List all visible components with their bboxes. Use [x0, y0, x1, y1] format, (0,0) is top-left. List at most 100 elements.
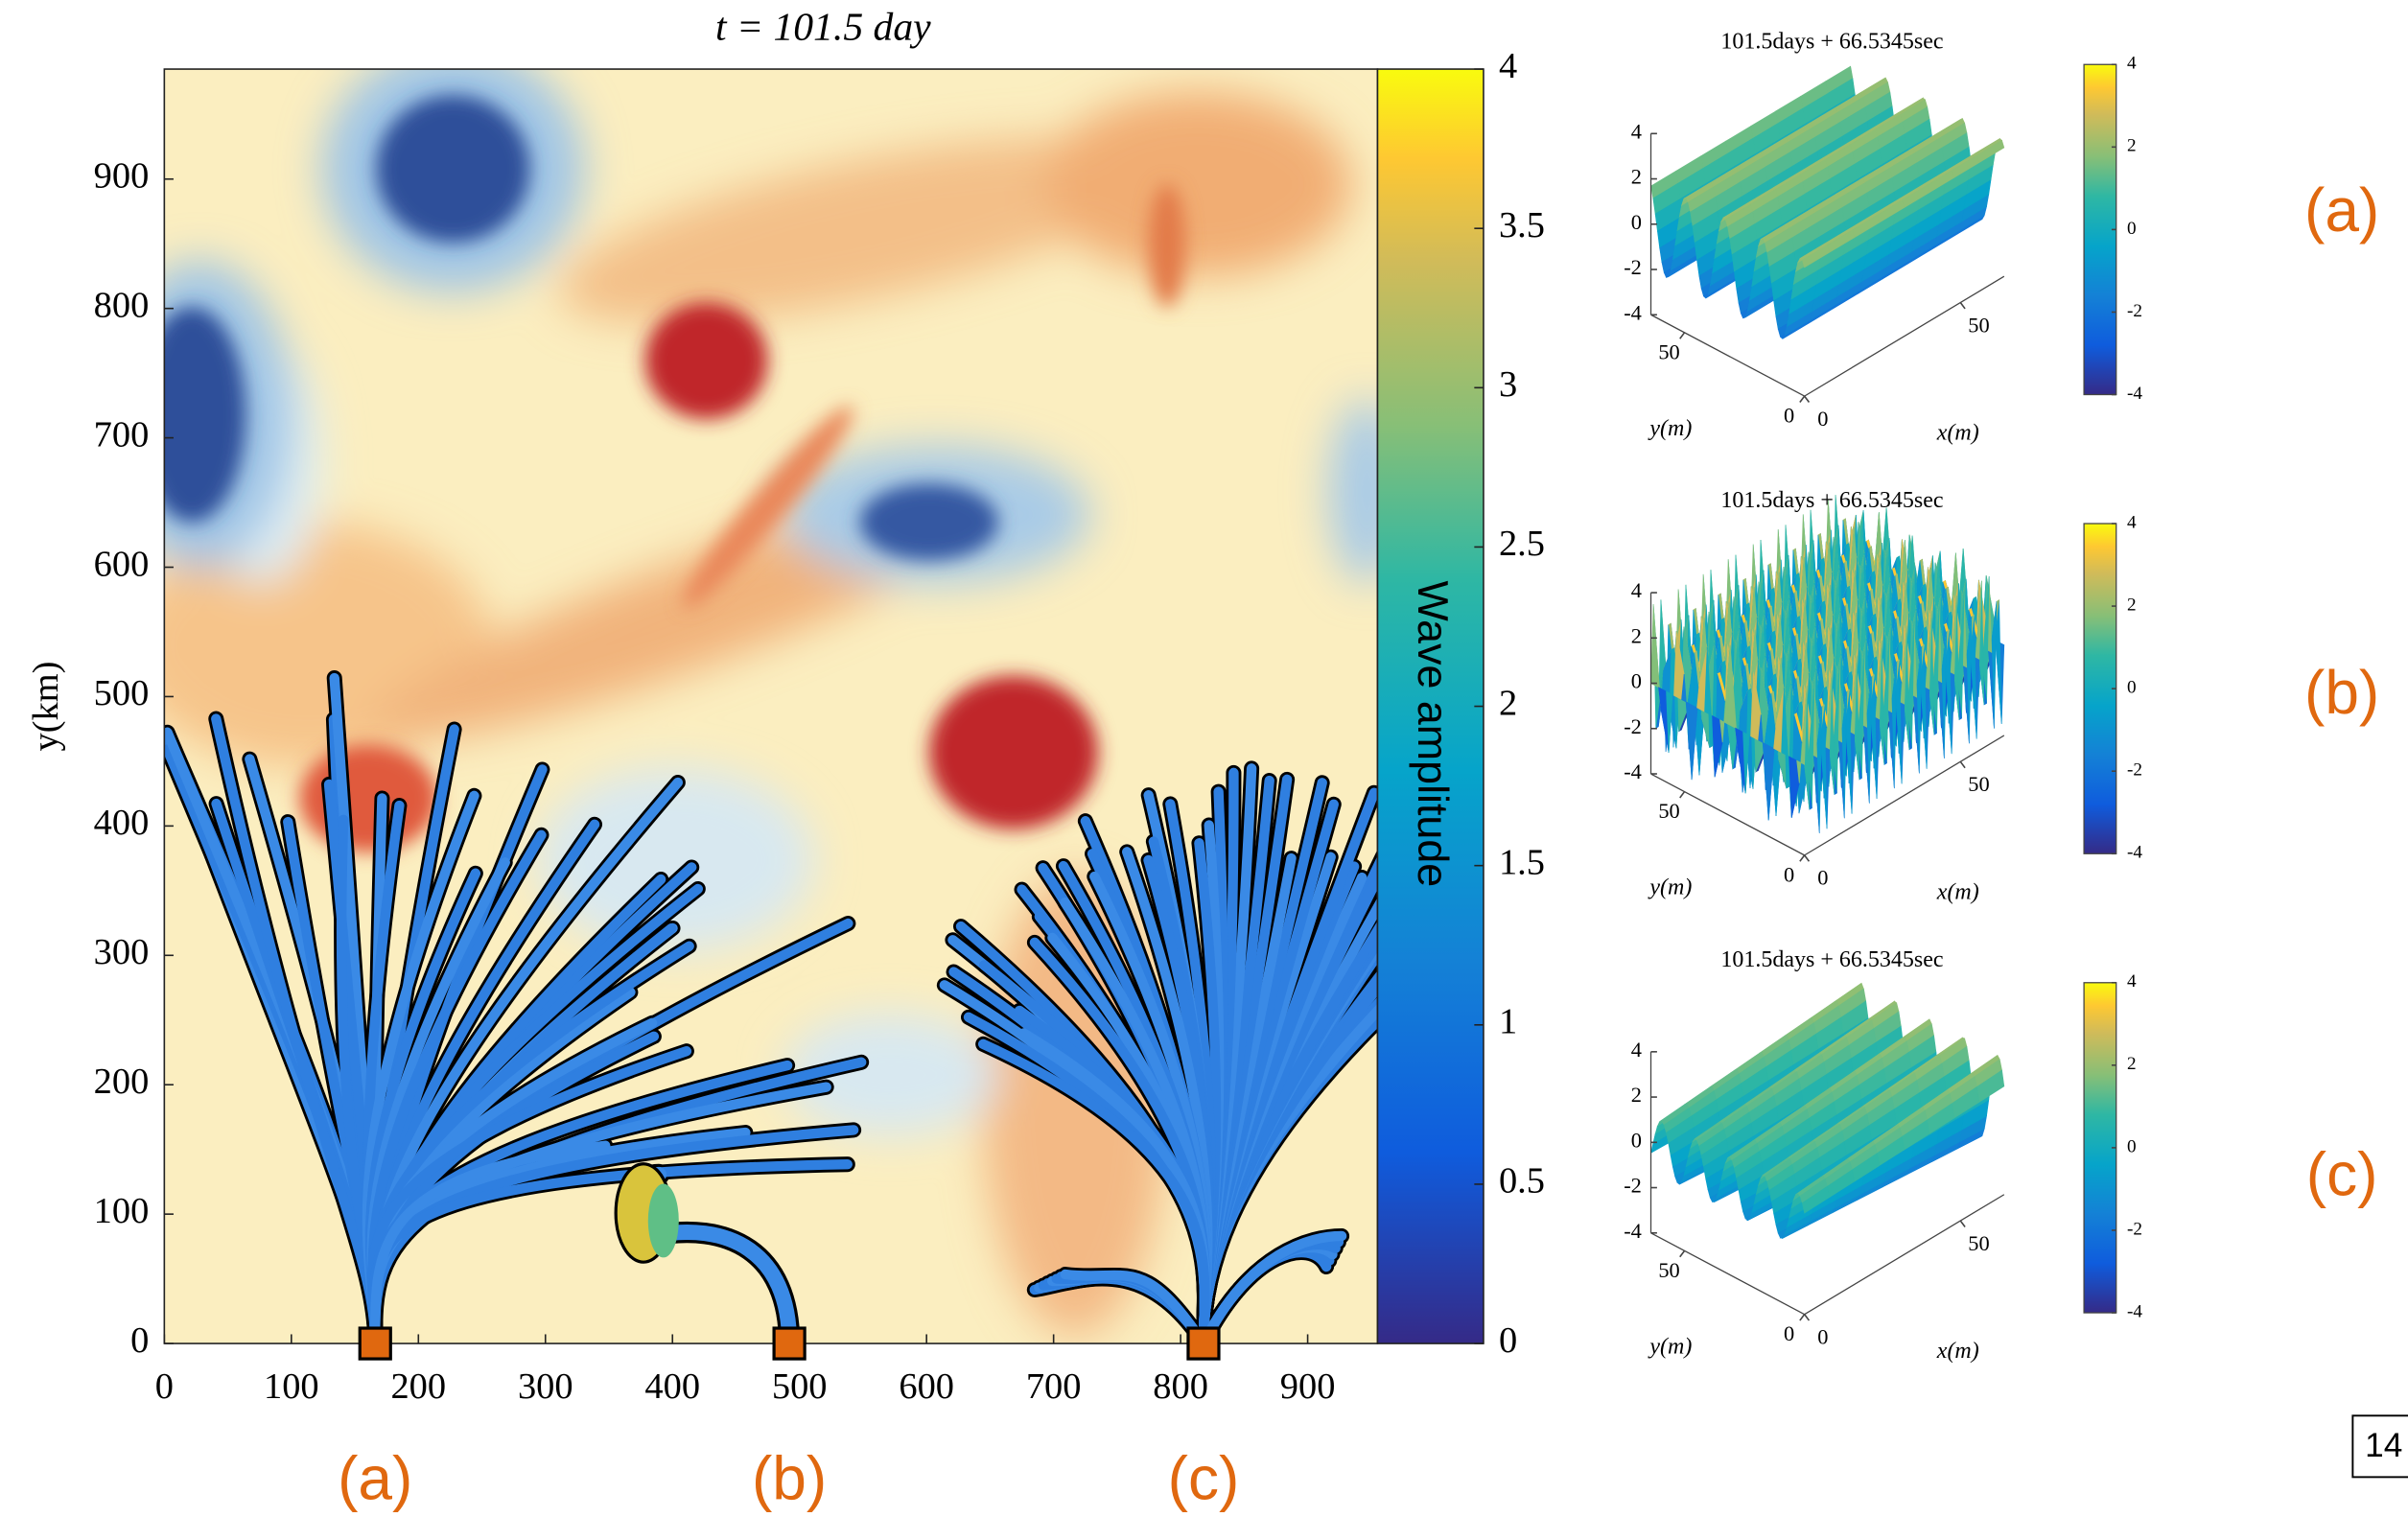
colorbar-tick-label: -2	[2127, 301, 2142, 321]
z-tick-label: 0	[1631, 210, 1642, 234]
x-tick-label: 0	[1817, 1324, 1828, 1348]
x-axis-label-cover	[675, 1426, 876, 1473]
x-axis	[1804, 275, 2005, 397]
colorbar-tick-label: -2	[2127, 760, 2142, 781]
colorbar-label: Wave amplitude	[1409, 581, 1458, 888]
colorbar-tick-label: 0	[2127, 1136, 2137, 1156]
x-tick-label: 800	[1153, 1366, 1208, 1407]
z-tick-label: 2	[1631, 623, 1642, 647]
colorbar-tick-label: -4	[2127, 1301, 2142, 1321]
x-axis-label: x(m)	[1936, 879, 1979, 904]
panel-label: (a)	[2304, 175, 2379, 245]
y-axis-label: y(m)	[1648, 416, 1692, 441]
colorbar-tick-label: 2	[2127, 136, 2137, 156]
y-tick	[1799, 395, 1806, 403]
colorbar-tick-label: 0	[1499, 1320, 1517, 1361]
source-label: (b)	[752, 1444, 827, 1513]
y-tick-label: 200	[94, 1062, 150, 1102]
subplot-title: 101.5days + 66.5345sec	[1720, 947, 1943, 972]
y-tick	[1679, 1249, 1686, 1258]
panel-label: (b)	[2304, 658, 2379, 727]
y-tick-label: 0	[130, 1320, 149, 1361]
x-tick-label: 900	[1280, 1366, 1336, 1407]
x-tick-label: 700	[1026, 1366, 1082, 1407]
colorbar-tick-label: -4	[2127, 843, 2142, 863]
colorbar	[2083, 523, 2117, 854]
subplot-title: 101.5days + 66.5345sec	[1720, 29, 1943, 54]
chart-title: t = 101.5 day	[715, 6, 931, 50]
subplot-title: 101.5days + 66.5345sec	[1720, 488, 1943, 513]
y-tick-label: 400	[94, 803, 150, 843]
colorbar-tick-label: 4	[2127, 54, 2137, 74]
colorbar-tick-label: 1.5	[1499, 842, 1545, 882]
trajectory	[1198, 1230, 1347, 1344]
x-axis-label: x(m)	[1936, 421, 1979, 446]
x-tick-label: 400	[644, 1366, 700, 1407]
x-tick-label: 100	[264, 1366, 319, 1407]
surface-cell	[1802, 1185, 1831, 1214]
z-tick-label: -4	[1624, 1219, 1642, 1243]
x-tick	[1804, 1314, 1811, 1321]
y-tick-label: 800	[94, 285, 150, 325]
y-tick	[1679, 791, 1686, 799]
colorbar-tick-label: 2.5	[1499, 524, 1545, 564]
x-tick	[1804, 854, 1811, 862]
x-tick	[1959, 302, 1966, 310]
y-tick-label: 0	[1784, 1321, 1794, 1345]
surface-cell	[1801, 245, 1831, 268]
page-number: 14	[2365, 1427, 2402, 1464]
y-tick	[1799, 854, 1806, 862]
y-axis-label: y(km)	[26, 662, 66, 752]
x-tick-label: 500	[772, 1366, 828, 1407]
z-tick-label: -2	[1624, 1174, 1642, 1198]
source-marker	[1186, 1326, 1221, 1361]
colorbar-tick-label: 2	[1499, 683, 1517, 723]
panel-label: (c)	[2306, 1139, 2378, 1208]
y-tick-label: 50	[1658, 799, 1679, 823]
x-tick-label: 0	[1817, 407, 1828, 431]
x-tick	[1804, 395, 1811, 403]
x-tick-label: 0	[1817, 866, 1828, 890]
y-axis	[1650, 773, 1805, 856]
x-tick-label: 50	[1968, 313, 1989, 337]
x-tick-label: 200	[390, 1366, 446, 1407]
y-tick-label: 700	[94, 414, 150, 455]
colorbar-tick-label: 4	[1499, 46, 1517, 86]
y-tick-label: 300	[94, 932, 150, 972]
colorbar-tick-label: 0	[2127, 678, 2137, 698]
colorbar-tick-label: 2	[2127, 1054, 2137, 1074]
surface-cell	[1796, 685, 1808, 783]
source-label: (a)	[338, 1444, 412, 1513]
y-tick-label: 900	[94, 156, 150, 197]
y-tick-label: 0	[1784, 862, 1794, 886]
colorbar-tick-label: 1	[1499, 1002, 1517, 1042]
y-tick-label: 0	[1784, 404, 1794, 428]
trajectories	[164, 670, 1378, 1344]
z-tick-label: -4	[1624, 759, 1642, 783]
y-tick-label: 100	[94, 1191, 150, 1231]
colorbar-tick-label: 4	[2127, 971, 2137, 992]
x-tick	[1959, 760, 1966, 769]
y-tick-label: 500	[94, 673, 150, 713]
colorbar-tick-label: 4	[2127, 512, 2137, 532]
surface	[1650, 982, 2005, 1240]
z-tick-label: 2	[1631, 1083, 1642, 1107]
source-label: (c)	[1168, 1444, 1240, 1513]
trajectory	[977, 1039, 1210, 1344]
x-axis	[1804, 1194, 2005, 1316]
z-tick-label: 4	[1631, 578, 1642, 602]
x-axis-label: x(m)	[1936, 1339, 1979, 1364]
y-axis	[1650, 314, 1805, 397]
z-tick-label: 2	[1631, 165, 1642, 189]
trajectory	[370, 1140, 611, 1344]
trajectory-blob	[647, 1183, 679, 1258]
z-tick-label: -2	[1624, 714, 1642, 738]
y-axis	[1650, 1232, 1805, 1316]
x-axis	[1804, 735, 2005, 856]
colorbar-tick-label: 3	[1499, 364, 1517, 405]
z-tick-label: -4	[1624, 300, 1642, 324]
z-tick-label: -2	[1624, 255, 1642, 279]
z-tick-label: 0	[1631, 669, 1642, 693]
colorbar	[2083, 63, 2117, 396]
